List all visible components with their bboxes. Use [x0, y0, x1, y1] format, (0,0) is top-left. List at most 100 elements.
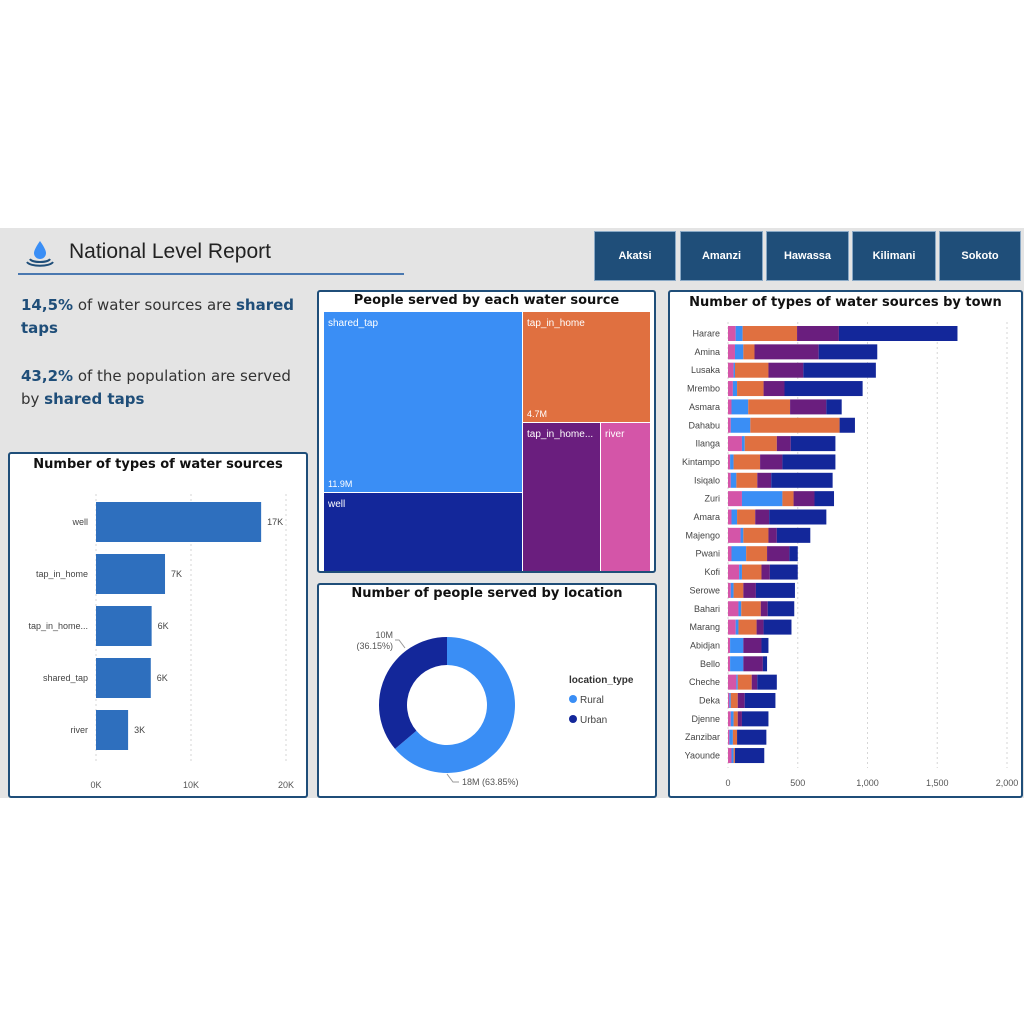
tile-rect	[324, 312, 522, 492]
legend-marker	[569, 715, 577, 723]
category-label: tap_in_home...	[28, 621, 88, 631]
town-label: Dahabu	[688, 420, 720, 430]
bar-segment	[741, 491, 783, 507]
town-label: Pwani	[695, 549, 720, 559]
kpi-shared-taps-population: 43,2% of the population are served by sh…	[21, 365, 311, 411]
page-title: National Level Report	[69, 240, 271, 263]
nav-button-hawassa[interactable]: Hawassa	[766, 231, 849, 281]
bar-segment	[736, 472, 758, 488]
category-label: well	[71, 517, 88, 527]
x-tick-label: 1,000	[856, 778, 879, 788]
bar-segment	[733, 748, 735, 764]
bar-segment	[748, 399, 791, 415]
bar-segment	[743, 656, 763, 672]
nav-button-amanzi[interactable]: Amanzi	[680, 231, 763, 281]
tile-rect	[523, 312, 650, 422]
slice-label: 18M (63.85%)	[462, 777, 519, 787]
bar-segment	[729, 693, 731, 708]
bar-segment	[728, 454, 731, 470]
bar-segment	[736, 674, 738, 690]
nav-button-kilimani[interactable]: Kilimani	[852, 231, 936, 281]
town-label: Kintampo	[682, 457, 720, 467]
tile-rect	[523, 423, 600, 571]
town-label: Zanzibar	[685, 732, 720, 742]
chart-title: Number of types of water sources by town	[689, 295, 1002, 310]
donut-slice	[395, 637, 515, 773]
data-label: 17K	[267, 517, 283, 527]
bar-segment	[730, 417, 751, 433]
x-tick-label: 20K	[278, 780, 294, 790]
category-label: shared_tap	[43, 673, 88, 683]
bar-segment	[790, 399, 827, 415]
bar-segment	[838, 326, 958, 341]
bar-segment	[730, 637, 744, 653]
bar-segment	[782, 454, 836, 470]
bar-segment	[741, 436, 745, 452]
bar	[96, 710, 129, 750]
tile-label: tap_in_home	[527, 318, 585, 329]
bar-segment	[734, 748, 765, 764]
bar-segment	[761, 637, 769, 653]
leader-line	[395, 639, 406, 649]
bar-segment	[731, 748, 734, 764]
bar-segment	[763, 619, 792, 635]
water-drop-icon	[26, 241, 54, 267]
kpi-text: of the population are served by	[21, 367, 291, 408]
town-chart-panel: Number of types of water sources by town…	[668, 290, 1023, 798]
location-donut-chart: 18M (63.85%) 10M(36.15%) location_type Rura…	[356, 630, 633, 787]
bar-segment	[741, 564, 762, 580]
x-tick-label: 2,000	[996, 778, 1019, 788]
bar-segment	[728, 656, 731, 672]
leader-line	[446, 773, 459, 783]
bar-segment	[761, 564, 770, 580]
town-label: Majengo	[685, 530, 720, 540]
bar-segment	[730, 454, 734, 470]
town-label: Mrembo	[687, 384, 720, 394]
treemap-tile-river: river 2.4M	[601, 423, 650, 571]
data-label: 6K	[157, 673, 168, 683]
bar-segment	[728, 472, 731, 488]
bar-segment	[735, 326, 743, 341]
chart-title: Number of people served by location	[351, 586, 623, 601]
bar-segment	[737, 711, 742, 727]
x-tick-label: 500	[790, 778, 805, 788]
nav-button-akatsi[interactable]: Akatsi	[594, 231, 676, 281]
bar-segment	[730, 656, 744, 672]
town-label: Ilanga	[695, 439, 720, 449]
kpi-text: of water sources are	[73, 296, 236, 314]
nav-button-sokoto[interactable]: Sokoto	[939, 231, 1021, 281]
bar-segment	[730, 711, 734, 727]
bar-segment	[731, 546, 747, 562]
legend-label: Rural	[580, 695, 604, 706]
town-label: Zuri	[705, 494, 721, 504]
bar-segment	[750, 417, 840, 433]
bar-segment	[728, 637, 731, 653]
bar-segment	[743, 527, 769, 543]
town-label: Cheche	[689, 677, 720, 687]
bar-segment	[728, 417, 731, 433]
kpi-highlight: shared taps	[21, 296, 295, 337]
bar	[96, 606, 152, 646]
x-tick-label: 0K	[90, 780, 101, 790]
bar-segment	[767, 601, 795, 617]
bar-segment	[728, 509, 732, 525]
header-underline	[18, 273, 404, 275]
tile-value: 4.7M	[527, 409, 547, 419]
bar-segment	[755, 582, 795, 598]
bar-segment	[728, 344, 735, 360]
bar-segment	[793, 491, 815, 507]
bar-segment	[768, 362, 804, 378]
header: National Level Report	[0, 228, 410, 278]
town-label: Djenne	[691, 714, 720, 724]
bar-segment	[730, 693, 738, 708]
bar-segment	[756, 619, 764, 635]
bar	[96, 502, 262, 542]
tile-label: shared_tap	[328, 318, 378, 329]
bar-segment	[746, 546, 768, 562]
bar-segment	[728, 693, 730, 708]
bar-segment	[803, 362, 876, 378]
tile-rect	[324, 493, 522, 571]
kpi-highlight: shared taps	[44, 390, 145, 408]
data-label: 6K	[158, 621, 169, 631]
bar-segment	[728, 546, 732, 562]
